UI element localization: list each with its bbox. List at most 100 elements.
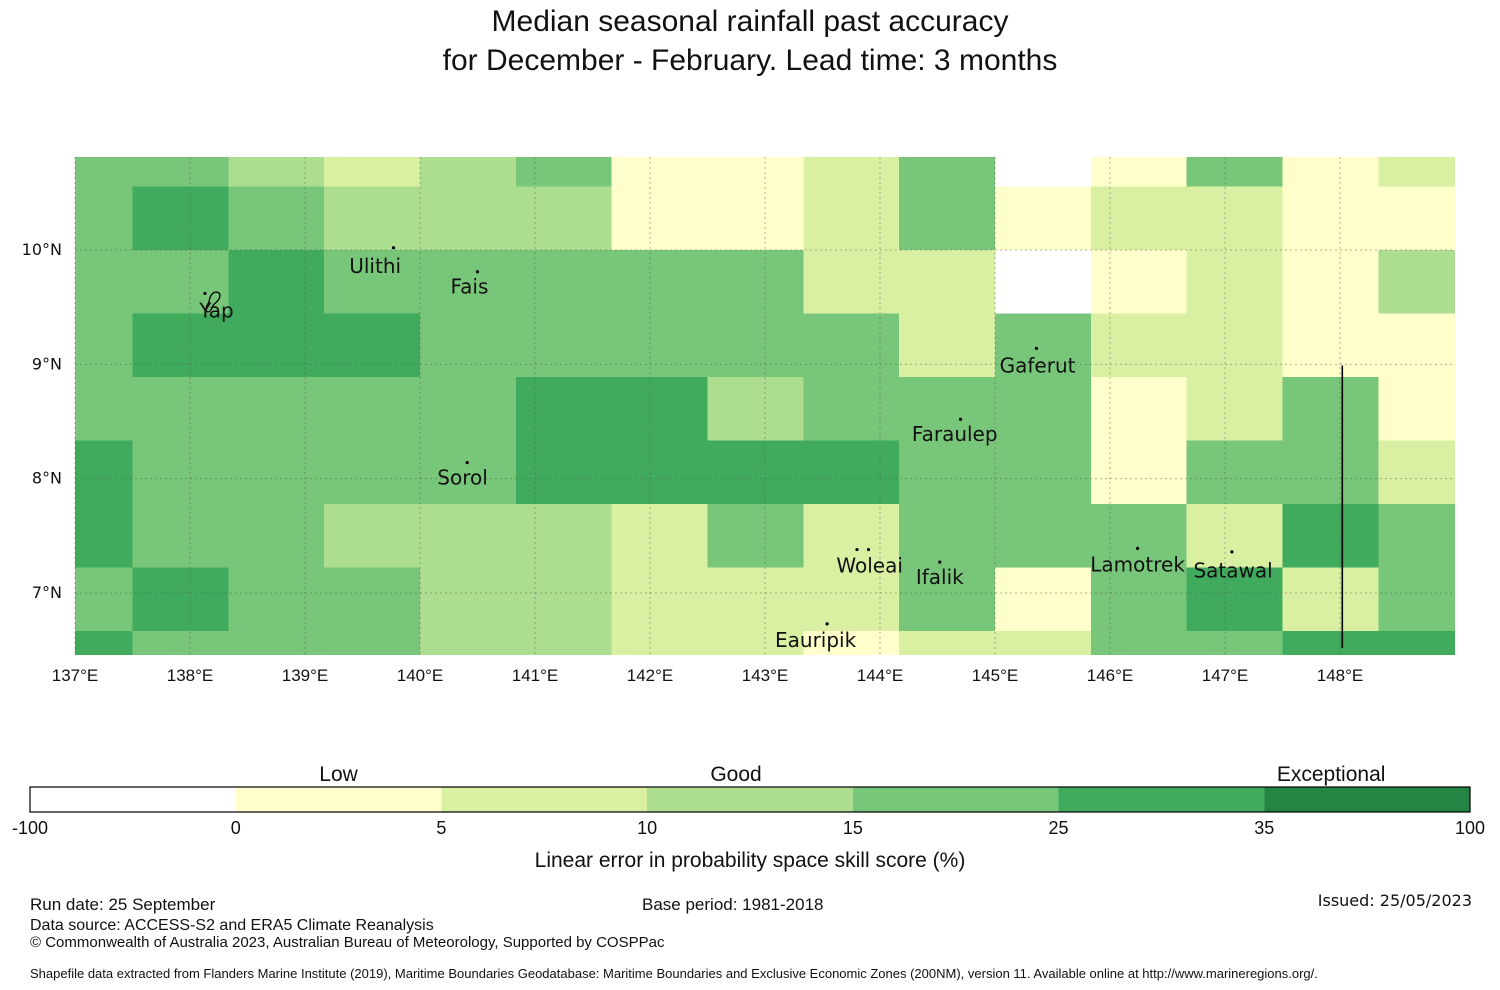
island-label: Sorol bbox=[437, 466, 488, 490]
grid-cell bbox=[132, 440, 229, 505]
grid-cell bbox=[420, 567, 516, 632]
grid-cell bbox=[515, 250, 612, 314]
grid-cell bbox=[995, 377, 1091, 441]
island-dot bbox=[391, 246, 396, 250]
grid-cell bbox=[228, 250, 325, 314]
grid-cell bbox=[1090, 377, 1187, 441]
grid-cell bbox=[1090, 157, 1187, 187]
grid-cell bbox=[420, 631, 516, 655]
grid-cell bbox=[228, 313, 325, 378]
island-label: Eauripik bbox=[775, 628, 857, 652]
grid-cell bbox=[899, 504, 995, 568]
grid-cell bbox=[899, 250, 995, 314]
grid-cell bbox=[611, 567, 708, 632]
colorbar-tick-label: 25 bbox=[1049, 818, 1069, 838]
grid-cell bbox=[1378, 157, 1455, 187]
grid-cell bbox=[611, 631, 708, 655]
grid-cell bbox=[75, 440, 133, 505]
grid-cell bbox=[420, 504, 516, 568]
grid-cell bbox=[132, 157, 229, 187]
grid-cell bbox=[1378, 377, 1455, 441]
colorbar-band-label: Low bbox=[319, 763, 358, 786]
grid-cell bbox=[324, 157, 420, 187]
x-axis-tick-label: 144°E bbox=[857, 666, 904, 685]
x-axis-tick-label: 143°E bbox=[742, 666, 789, 685]
grid-cell bbox=[803, 440, 900, 505]
grid-cell bbox=[707, 157, 804, 187]
grid-cell bbox=[611, 440, 708, 505]
island-dot bbox=[475, 270, 480, 274]
yap-island-outline bbox=[205, 291, 221, 313]
island-dot bbox=[1034, 346, 1038, 350]
grid-cell bbox=[1090, 631, 1187, 655]
grid-cell bbox=[611, 313, 708, 378]
chart-subtitle: for December - February. Lead time: 3 mo… bbox=[442, 44, 1058, 77]
grid-cell bbox=[1090, 250, 1187, 314]
colorbar-bin bbox=[1058, 787, 1265, 812]
y-axis-tick-label: 10°N bbox=[22, 240, 62, 259]
grid-cell bbox=[707, 504, 804, 568]
grid-cell bbox=[132, 504, 229, 568]
colorbar-tick-label: 10 bbox=[637, 818, 657, 838]
grid-cell bbox=[1378, 186, 1455, 251]
y-axis-tick-label: 9°N bbox=[32, 354, 62, 373]
grid-cell bbox=[803, 377, 900, 441]
grid-cell bbox=[803, 186, 900, 251]
grid-cell bbox=[1282, 186, 1379, 251]
grid-cell bbox=[1282, 631, 1379, 655]
grid-cell bbox=[1186, 250, 1283, 314]
colorbar-frame bbox=[29, 786, 1471, 813]
grid-cell bbox=[132, 631, 229, 655]
grid-cell bbox=[1090, 567, 1187, 632]
grid-cell bbox=[899, 157, 995, 187]
issued-date-text: Issued: 25/05/2023 bbox=[1317, 891, 1472, 910]
grid-cell bbox=[75, 250, 133, 314]
colorbar-tick-label: 0 bbox=[231, 818, 241, 838]
grid-cell bbox=[899, 631, 995, 655]
y-axis-tick-label: 8°N bbox=[32, 469, 62, 488]
grid-cell bbox=[228, 504, 325, 568]
island-label: Satawal bbox=[1193, 558, 1272, 582]
grid-cell bbox=[1378, 440, 1455, 505]
grid-cell bbox=[1186, 631, 1283, 655]
grid-cell bbox=[228, 440, 325, 505]
colorbar-tick-label: 5 bbox=[436, 818, 446, 838]
grid-cell bbox=[515, 313, 612, 378]
island-dot bbox=[958, 417, 963, 421]
grid-cell bbox=[995, 250, 1091, 314]
grid-cell bbox=[899, 377, 995, 441]
grid-cell bbox=[803, 157, 900, 187]
rainfall-skill-map: 137°E 138°E 139°E 140°E 141°E 142°E 143°E 144°E… bbox=[12, 157, 1485, 872]
grid-cell bbox=[132, 377, 229, 441]
grid-cell bbox=[515, 567, 612, 632]
grid-cell bbox=[1282, 377, 1379, 441]
grid-cell bbox=[1378, 567, 1455, 632]
grid-cell bbox=[1378, 631, 1455, 655]
grid-cell bbox=[228, 631, 325, 655]
grid-cell bbox=[1378, 250, 1455, 314]
grid-cell bbox=[515, 377, 612, 441]
grid-cell bbox=[515, 440, 612, 505]
grid-cell bbox=[707, 440, 804, 505]
grid-cell bbox=[515, 186, 612, 251]
grid-cell bbox=[1378, 504, 1455, 568]
grid-cell bbox=[1186, 313, 1283, 378]
grid-cell bbox=[420, 313, 516, 378]
grid-cell bbox=[75, 313, 133, 378]
island-label: Woleai bbox=[836, 554, 903, 578]
grid-cell bbox=[611, 377, 708, 441]
x-axis-tick-label: 137°E bbox=[52, 666, 99, 685]
grid-cell bbox=[1090, 440, 1187, 505]
grid-cell bbox=[515, 504, 612, 568]
grid-cell bbox=[132, 313, 229, 378]
grid-cell bbox=[1186, 567, 1283, 632]
x-axis-tick-label: 141°E bbox=[512, 666, 559, 685]
grid-cell bbox=[1186, 186, 1283, 251]
x-axis-tick-label: 148°E bbox=[1317, 666, 1364, 685]
grid-cell bbox=[611, 157, 708, 187]
colorbar-bin bbox=[852, 787, 1059, 812]
grid-cell bbox=[324, 186, 420, 251]
grid-cell bbox=[707, 567, 804, 632]
colorbar-tick-label: 100 bbox=[1455, 818, 1485, 838]
y-axis-tick-label: 7°N bbox=[32, 583, 62, 602]
